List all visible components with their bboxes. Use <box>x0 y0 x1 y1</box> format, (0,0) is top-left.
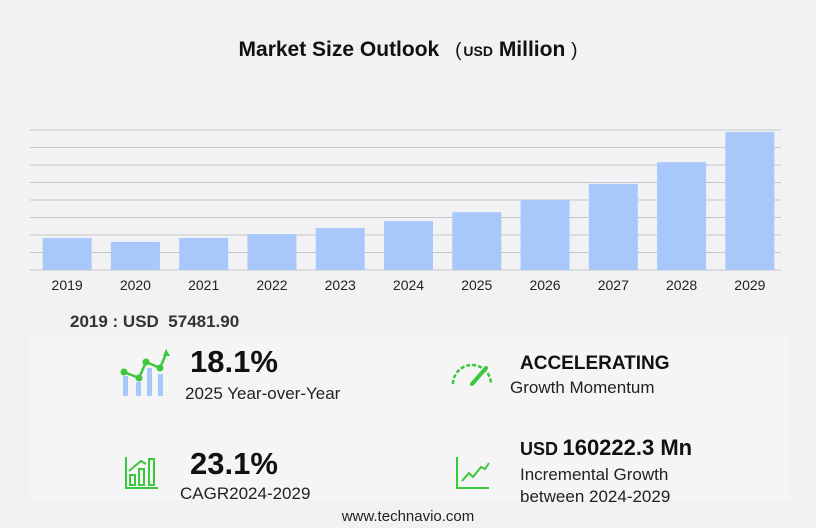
bar-2020 <box>110 241 160 270</box>
bar-2022 <box>247 234 297 270</box>
title-unit: USD <box>463 43 493 59</box>
base-year-number: 57481.90 <box>168 312 240 331</box>
cagr-label-text: CAGR <box>180 484 230 503</box>
trend-line-icon <box>456 457 490 489</box>
footer-url: www.technavio.com <box>341 508 475 525</box>
speedometer-icon <box>451 363 493 386</box>
momentum-value: ACCELERATING <box>520 353 670 374</box>
x-tick-label: 2027 <box>598 277 629 293</box>
bar-2028 <box>657 162 707 270</box>
incremental-label: Incremental Growth <box>520 465 669 484</box>
x-tick-label: 2025 <box>461 277 492 293</box>
growth-chart-icon <box>120 349 170 396</box>
bar-2027 <box>588 183 638 270</box>
incremental-value: USD 160222.3 Mn <box>520 435 692 461</box>
chart-title: Market Size Outlook (USD Million ) <box>0 38 816 62</box>
bar-2026 <box>520 200 570 270</box>
title-unit-suffix: Million <box>498 38 566 61</box>
title-text: Market Size Outlook <box>238 38 440 61</box>
bar-growth-icon <box>125 457 158 489</box>
title-paren-close: ) <box>571 40 578 61</box>
base-year-value: 2019 : USD 57481.90 <box>70 312 239 332</box>
bar-chart: 2019 2020 2021 2022 2023 2024 2025 2026 2027 2028… <box>30 129 781 293</box>
incremental-period: between 2024-2029 <box>520 487 671 506</box>
x-tick-label: 2020 <box>120 277 151 293</box>
cagr-label: CAGR2024-2029 <box>180 484 310 504</box>
x-tick-label: 2021 <box>188 277 219 293</box>
x-tick-label: 2028 <box>666 277 697 293</box>
x-tick-label: 2019 <box>52 277 83 293</box>
stats-panel <box>30 335 790 500</box>
bar-2025 <box>452 212 502 270</box>
base-year-label: 2019 : USD <box>70 312 159 331</box>
cagr-period: 2024-2029 <box>229 484 311 503</box>
x-tick-label: 2029 <box>734 277 765 293</box>
yoy-label: 2025 Year-over-Year <box>185 384 341 403</box>
x-tick-label: 2026 <box>529 277 560 293</box>
cagr-value: 23.1% <box>190 446 278 481</box>
bar-2019 <box>42 238 92 270</box>
incremental-prefix: USD <box>520 439 559 459</box>
momentum-label: Growth Momentum <box>510 378 655 397</box>
x-tick-label: 2022 <box>256 277 287 293</box>
bar-2023 <box>315 228 365 270</box>
title-paren-open: ( <box>455 40 462 61</box>
bar-2024 <box>384 221 433 270</box>
bar-2021 <box>179 238 229 270</box>
incremental-number: 160222.3 Mn <box>562 435 693 460</box>
yoy-value: 18.1% <box>190 344 278 379</box>
bar-2029 <box>725 132 775 270</box>
x-tick-label: 2023 <box>325 277 356 293</box>
x-tick-label: 2024 <box>393 277 424 293</box>
